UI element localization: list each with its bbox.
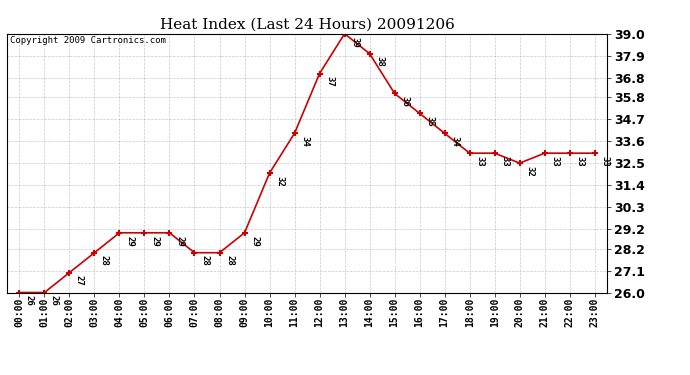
Text: 26: 26 [50,295,59,306]
Text: 34: 34 [450,136,459,147]
Text: 36: 36 [400,96,409,107]
Text: 28: 28 [100,255,109,266]
Text: 26: 26 [25,295,34,306]
Text: 29: 29 [250,236,259,246]
Text: 32: 32 [275,176,284,187]
Text: 28: 28 [200,255,209,266]
Text: 33: 33 [475,156,484,167]
Text: 35: 35 [425,116,434,127]
Text: 37: 37 [325,76,334,87]
Text: 34: 34 [300,136,309,147]
Title: Heat Index (Last 24 Hours) 20091206: Heat Index (Last 24 Hours) 20091206 [159,17,455,31]
Text: 33: 33 [500,156,509,167]
Text: 33: 33 [575,156,584,167]
Text: 29: 29 [175,236,184,246]
Text: 39: 39 [350,36,359,47]
Text: Copyright 2009 Cartronics.com: Copyright 2009 Cartronics.com [10,36,166,45]
Text: 27: 27 [75,275,84,286]
Text: 33: 33 [550,156,559,167]
Text: 33: 33 [600,156,609,167]
Text: 38: 38 [375,56,384,67]
Text: 28: 28 [225,255,234,266]
Text: 29: 29 [125,236,134,246]
Text: 29: 29 [150,236,159,246]
Text: 32: 32 [525,166,534,177]
